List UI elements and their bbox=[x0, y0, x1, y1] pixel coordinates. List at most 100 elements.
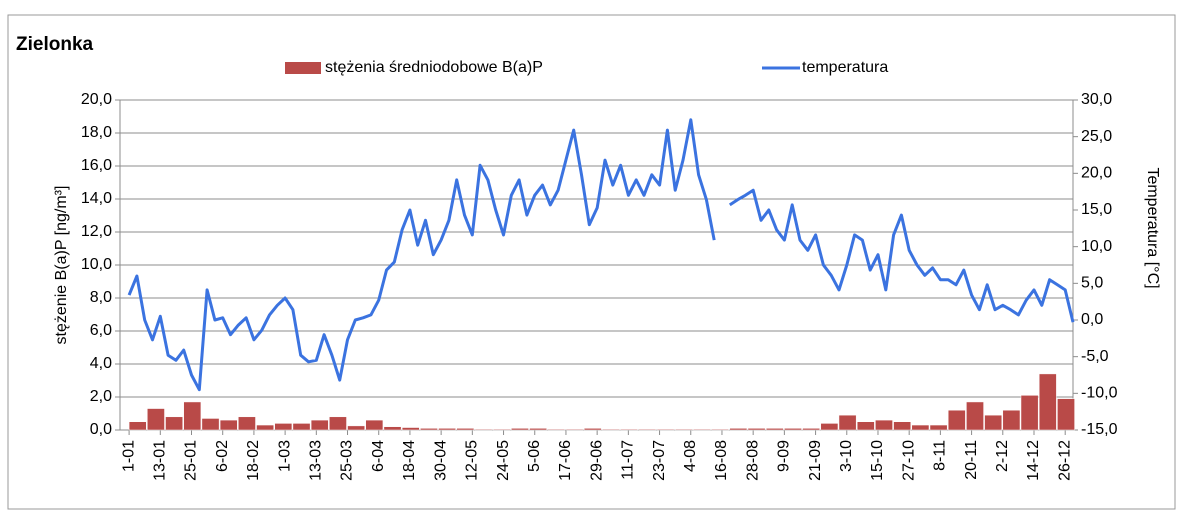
bar bbox=[1057, 398, 1075, 431]
bar bbox=[183, 401, 202, 431]
bar bbox=[1038, 373, 1057, 431]
y2-tick-label: 0,0 bbox=[1081, 311, 1103, 328]
bar bbox=[256, 424, 274, 431]
bar bbox=[456, 428, 475, 431]
x-tick-label: 1-01 bbox=[120, 440, 137, 472]
x-tick-label: 1-03 bbox=[276, 440, 293, 472]
bar bbox=[674, 428, 693, 431]
bar bbox=[966, 401, 984, 431]
x-tick-label: 25-01 bbox=[183, 440, 200, 481]
bar bbox=[292, 423, 311, 431]
x-tick-label: 6-02 bbox=[214, 440, 231, 472]
bar bbox=[565, 428, 584, 431]
bar bbox=[929, 424, 948, 431]
x-tick-label: 25-03 bbox=[339, 440, 356, 481]
x-tick-label: 6-04 bbox=[370, 440, 387, 472]
bar bbox=[420, 428, 438, 431]
x-tick-label: 13-01 bbox=[152, 440, 169, 481]
bar bbox=[729, 428, 748, 431]
y2-tick-label: -10,0 bbox=[1081, 385, 1118, 402]
x-tick-label: 29-06 bbox=[588, 440, 605, 481]
bar bbox=[147, 408, 165, 431]
line bbox=[127, 118, 1075, 392]
bar bbox=[638, 428, 657, 431]
bar bbox=[474, 428, 493, 431]
y-tick-label: 16,0 bbox=[81, 157, 112, 174]
bar bbox=[784, 428, 802, 431]
x-tick-label: 12-05 bbox=[464, 440, 481, 481]
bar bbox=[893, 421, 912, 431]
bar bbox=[238, 416, 256, 431]
bar bbox=[1020, 395, 1039, 431]
bar bbox=[947, 409, 966, 431]
x-tick-label: 18-04 bbox=[401, 440, 418, 481]
bar bbox=[219, 419, 238, 431]
x-tick-label: 13-03 bbox=[308, 440, 325, 481]
y-tick-label: 14,0 bbox=[81, 190, 112, 207]
y2-tick-label: 20,0 bbox=[1081, 165, 1112, 182]
bar bbox=[802, 428, 821, 431]
bar bbox=[165, 416, 183, 431]
bar bbox=[329, 416, 347, 431]
y2-tick-label: -15,0 bbox=[1081, 421, 1118, 438]
x-tick-label: 8-11 bbox=[932, 440, 949, 471]
x-tick-label: 18-02 bbox=[245, 440, 262, 481]
bar bbox=[511, 428, 529, 431]
x-tick-label: 24-05 bbox=[495, 440, 512, 481]
bar bbox=[656, 428, 675, 431]
x-tick-label: 9-09 bbox=[776, 440, 793, 472]
bar bbox=[602, 428, 620, 431]
bar bbox=[201, 418, 220, 431]
legend-label: temperatura bbox=[802, 59, 888, 76]
x-tick-label: 26-12 bbox=[1056, 440, 1073, 481]
y2-tick-label: 15,0 bbox=[1081, 201, 1112, 218]
bar bbox=[765, 428, 784, 431]
x-tick-label: 3-10 bbox=[838, 440, 855, 472]
x-tick-label: 5-06 bbox=[526, 440, 543, 472]
y-tick-label: 18,0 bbox=[81, 124, 112, 141]
bar bbox=[1002, 409, 1021, 431]
x-tick-label: 30-04 bbox=[432, 440, 449, 481]
y2-tick-label: 25,0 bbox=[1081, 128, 1112, 145]
x-tick-label: 21-09 bbox=[807, 440, 824, 481]
legend-swatch bbox=[285, 62, 321, 74]
bar bbox=[383, 426, 402, 431]
bar bbox=[583, 428, 602, 431]
x-tick-label: 14-12 bbox=[1025, 440, 1042, 481]
y-tick-label: 0,0 bbox=[90, 421, 112, 438]
bar bbox=[365, 419, 384, 431]
bar bbox=[620, 428, 639, 431]
bar bbox=[401, 427, 420, 431]
bar bbox=[529, 428, 547, 431]
bar bbox=[984, 414, 1003, 431]
bar bbox=[711, 428, 730, 431]
bar bbox=[128, 421, 147, 431]
x-tick-label: 17-06 bbox=[557, 440, 574, 481]
y2-axis-title: Temperatura [°C] bbox=[1144, 167, 1161, 288]
bar bbox=[911, 424, 930, 431]
bar bbox=[274, 423, 293, 431]
y-tick-label: 6,0 bbox=[90, 322, 112, 339]
x-tick-label: 15-10 bbox=[869, 440, 886, 481]
x-tick-label: 28-08 bbox=[744, 440, 761, 481]
bar bbox=[547, 428, 566, 431]
y-tick-label: 12,0 bbox=[81, 223, 112, 240]
y-tick-label: 10,0 bbox=[81, 256, 112, 273]
y-tick-label: 2,0 bbox=[90, 388, 112, 405]
y-axis-title: stężenie B(a)P [ng/m³] bbox=[53, 186, 70, 345]
bar bbox=[693, 428, 711, 431]
y2-tick-label: -5,0 bbox=[1081, 348, 1109, 365]
chart-title: Zielonka bbox=[16, 34, 94, 55]
y-tick-label: 4,0 bbox=[90, 355, 112, 372]
x-tick-label: 2-12 bbox=[994, 440, 1011, 472]
x-tick-label: 16-08 bbox=[713, 440, 730, 481]
x-tick-label: 4-08 bbox=[682, 440, 699, 472]
bar bbox=[310, 419, 329, 431]
bar bbox=[747, 428, 766, 431]
y2-tick-label: 30,0 bbox=[1081, 91, 1112, 108]
bar bbox=[875, 419, 893, 431]
bar bbox=[347, 425, 365, 431]
bar bbox=[438, 428, 456, 431]
x-tick-label: 20-11 bbox=[963, 440, 980, 480]
